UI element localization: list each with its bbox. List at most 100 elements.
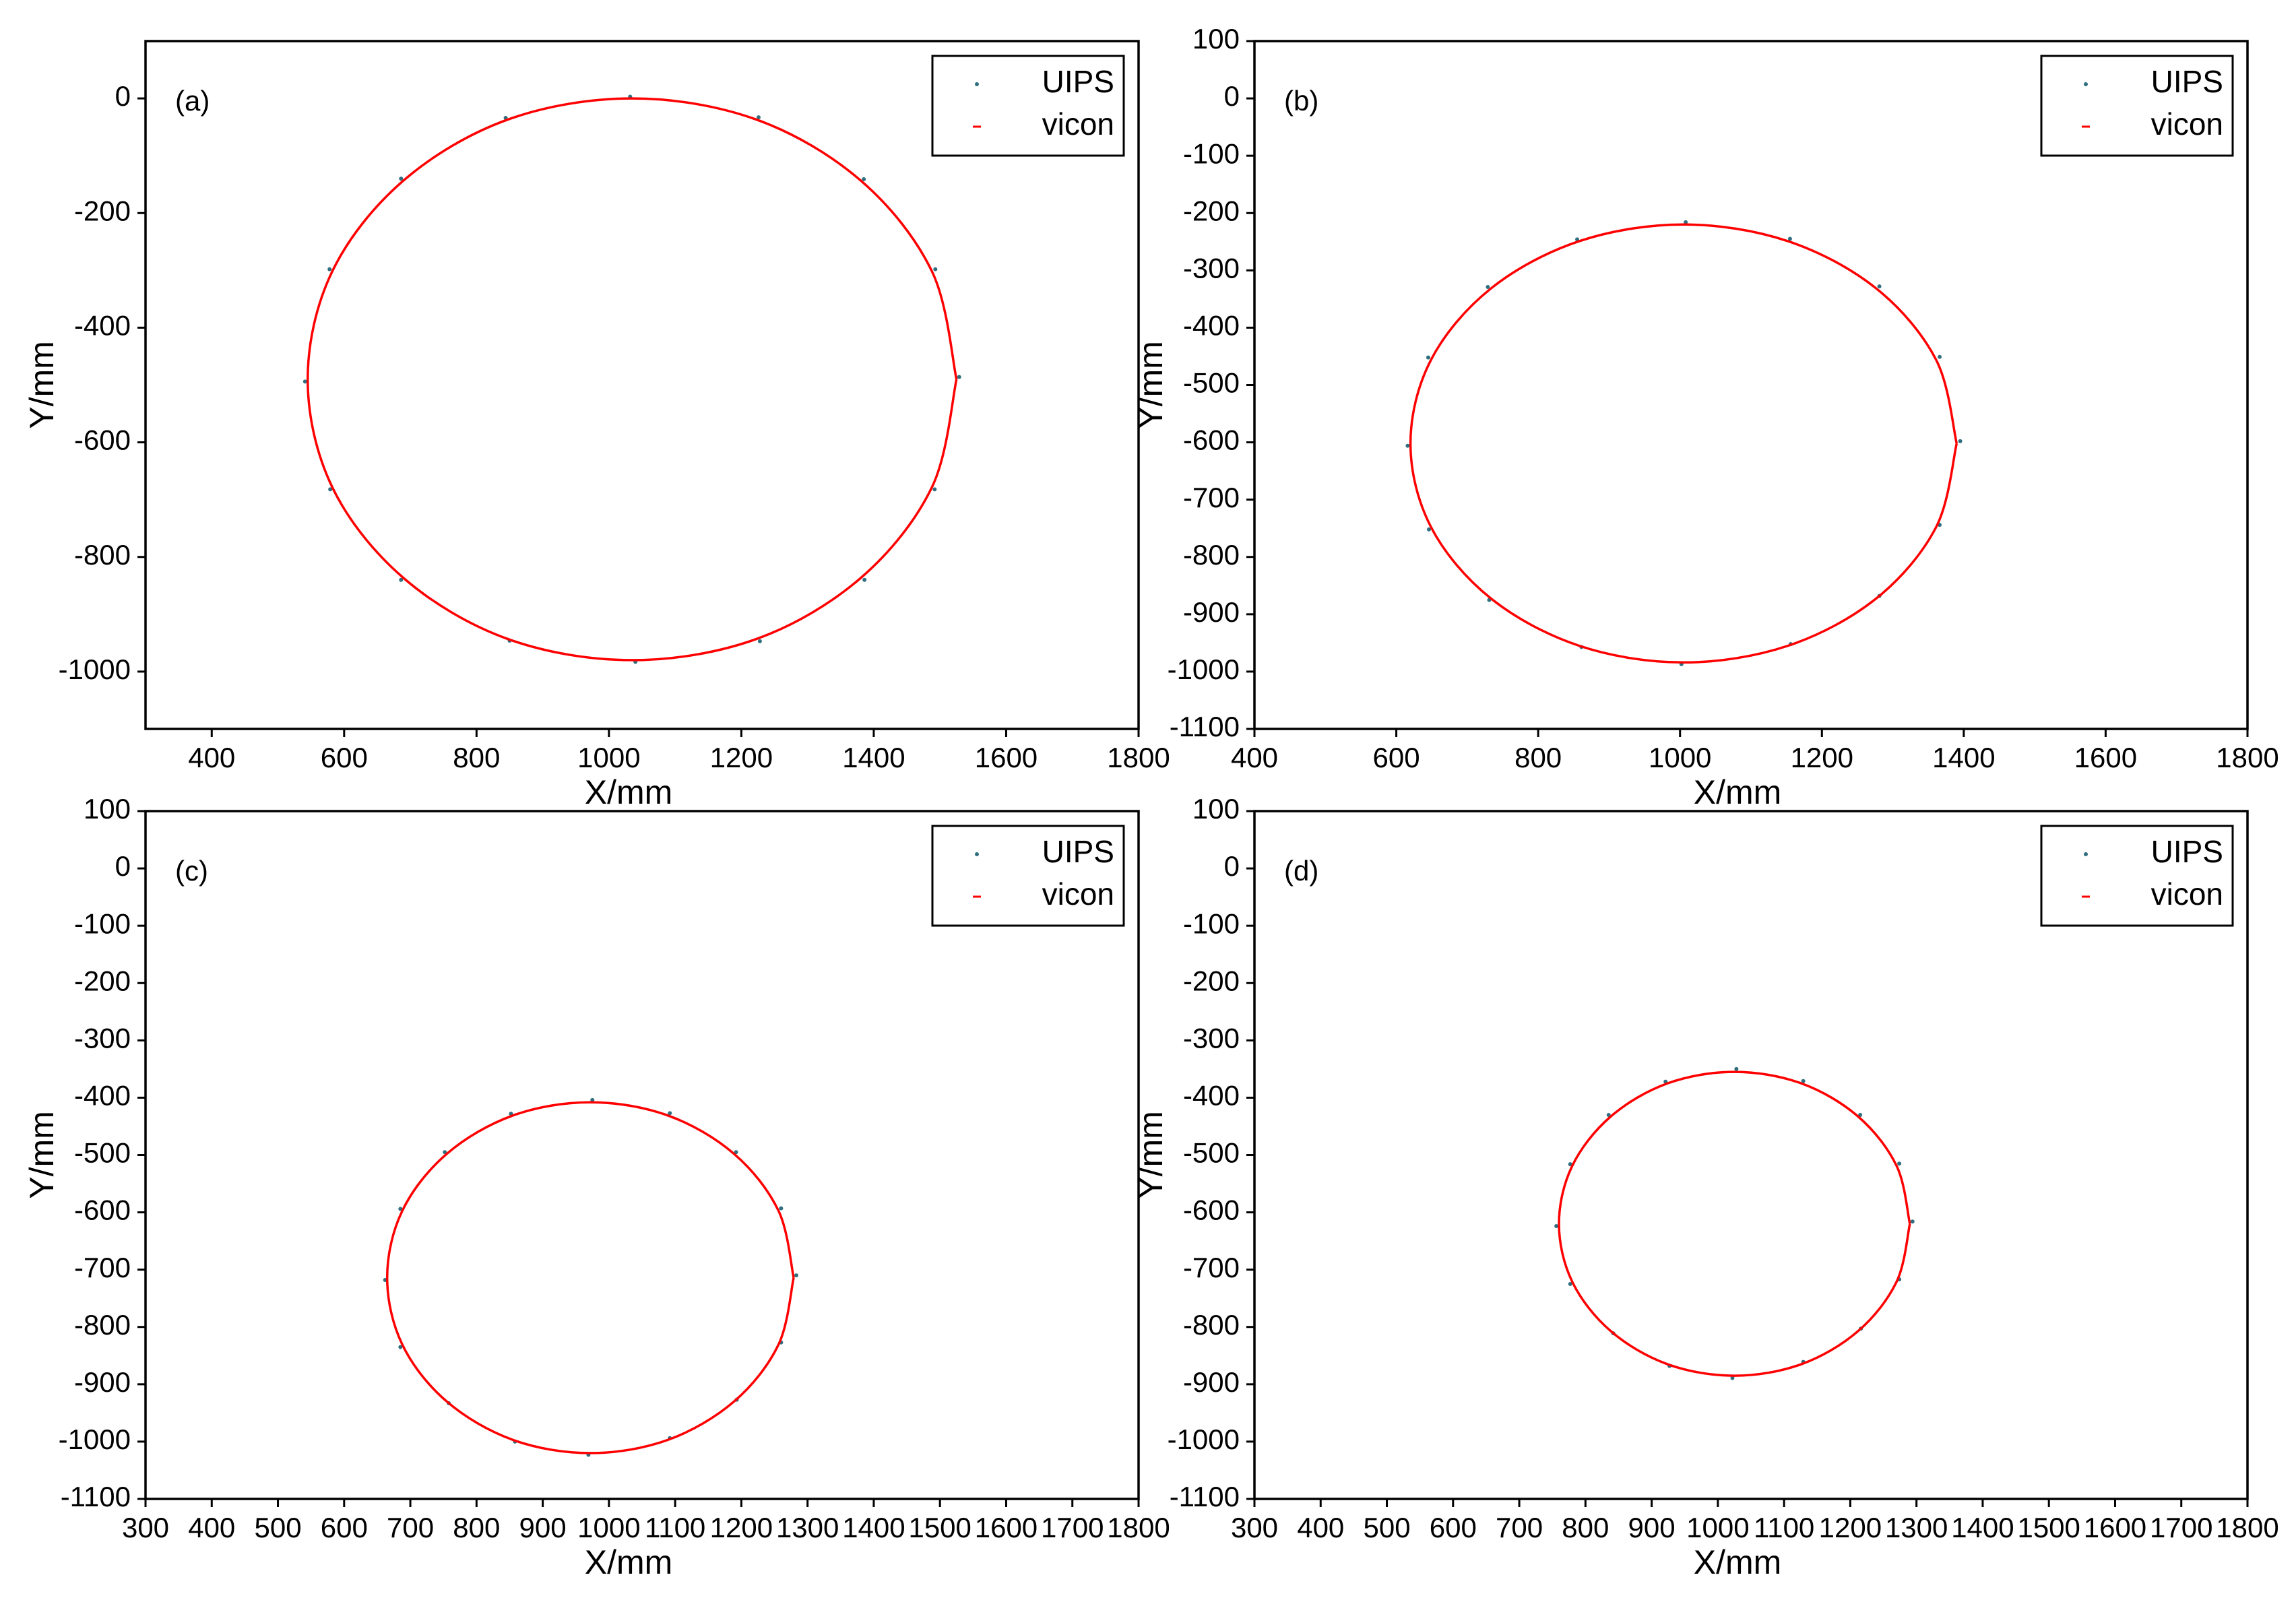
y-tick-label: -1000: [1168, 1423, 1240, 1455]
x-tick-label: 1600: [2074, 742, 2137, 773]
panel-label: (d): [1284, 855, 1318, 887]
y-tick-label: -400: [74, 1080, 131, 1112]
plot-frame: [1253, 40, 2249, 730]
y-tick-label: -300: [1183, 1022, 1240, 1054]
legend-label: vicon: [2151, 106, 2223, 141]
data-point: [668, 1111, 672, 1116]
legend-box: [931, 825, 1125, 927]
y-tick-label: -400: [74, 310, 131, 342]
y-tick-label: -100: [74, 907, 131, 939]
x-tick-label: 1800: [2216, 742, 2278, 773]
y-tick-label: -100: [1183, 137, 1240, 169]
x-tick-label: 400: [1231, 742, 1278, 773]
x-tick-label: 800: [1514, 742, 1562, 773]
y-tick-label: 100: [84, 793, 131, 825]
plot-frame: [144, 810, 1140, 1500]
y-axis-title: Y/mm: [1132, 341, 1170, 429]
x-tick-label: 1200: [710, 742, 773, 773]
y-tick-label: 100: [1192, 793, 1240, 825]
series-line: [1558, 1070, 1911, 1377]
y-tick-label: -800: [74, 1309, 131, 1341]
x-tick-label: 400: [1297, 1512, 1344, 1543]
x-tick-label: 1200: [1819, 1512, 1882, 1543]
y-tick-label: -600: [74, 424, 131, 456]
x-tick-label: 600: [1373, 742, 1420, 773]
y-tick-label: -300: [1183, 252, 1240, 284]
y-tick-label: -900: [74, 1366, 131, 1398]
series-line: [1409, 223, 1958, 664]
x-tick-label: 1000: [577, 1512, 640, 1543]
x-tick-label: 1200: [1791, 742, 1853, 773]
data-point: [398, 1345, 403, 1349]
data-point: [1684, 220, 1688, 224]
data-point: [957, 375, 961, 379]
data-point: [1568, 1162, 1572, 1167]
plot-frame: [1253, 810, 2249, 1500]
y-tick-label: 0: [1224, 80, 1240, 112]
data-point: [933, 267, 938, 271]
data-point: [1958, 439, 1963, 443]
y-tick-label: -700: [74, 1252, 131, 1283]
legend-box: [2040, 55, 2234, 157]
y-tick-label: -1100: [1170, 1481, 1240, 1512]
data-point: [399, 177, 404, 181]
chart-panel: 300 400 500 600 700 800 900 1000 1100 1200 1300 140…: [23, 793, 1170, 1581]
x-tick-label: 800: [453, 1512, 500, 1543]
x-tick-label: 1400: [1951, 1512, 2014, 1543]
data-point: [328, 487, 333, 492]
y-tick-label: -700: [1183, 1252, 1240, 1283]
y-tick-label: -800: [1183, 539, 1240, 571]
data-point: [862, 577, 867, 582]
x-tick-label: 800: [1562, 1512, 1609, 1543]
y-tick-label: -600: [1183, 1194, 1240, 1226]
series-line: [307, 97, 958, 662]
legend-label: vicon: [2151, 876, 2223, 911]
chart-panel: 300 400 500 600 700 800 900 1000 1100 1200 1300 140…: [1132, 793, 2279, 1581]
y-tick-label: -300: [74, 1022, 131, 1054]
x-tick-label: 1700: [2150, 1512, 2212, 1543]
y-tick-label: -200: [1183, 195, 1240, 226]
x-tick-label: 1500: [908, 1512, 971, 1543]
x-tick-label: 1300: [1885, 1512, 1948, 1543]
data-point: [757, 639, 762, 643]
y-tick-label: -900: [1183, 596, 1240, 628]
legend-label: vicon: [1042, 106, 1114, 141]
plot-area: [1405, 220, 1963, 666]
y-tick-label: -800: [74, 539, 131, 571]
chart-panel: 400 600 800 1000 1200 1400 1600 18001000-100-20…: [1132, 23, 2279, 811]
x-tick-label: 400: [188, 742, 235, 773]
x-tick-label: 1200: [710, 1512, 773, 1543]
y-tick-label: -500: [1183, 367, 1240, 399]
x-tick-label: 1100: [1754, 1512, 1814, 1543]
y-tick-label: 0: [115, 850, 131, 882]
data-point: [1801, 1079, 1806, 1083]
data-point: [1427, 527, 1432, 532]
x-tick-label: 1600: [2084, 1512, 2146, 1543]
x-tick-label: 1700: [1041, 1512, 1104, 1543]
x-tick-label: 900: [1628, 1512, 1676, 1543]
panel-label: (c): [175, 855, 208, 887]
series-line: [385, 1101, 795, 1454]
data-point: [1938, 354, 1942, 359]
x-tick-label: 800: [453, 742, 500, 773]
x-axis-title: X/mm: [585, 1543, 673, 1581]
x-axis-title: X/mm: [1694, 1543, 1782, 1581]
x-tick-label: 300: [1231, 1512, 1278, 1543]
x-tick-label: 1000: [577, 742, 640, 773]
x-tick-label: 700: [387, 1512, 434, 1543]
legend-label: UIPS: [1042, 64, 1114, 99]
legend-box: [931, 55, 1125, 157]
plot-area: [302, 94, 961, 664]
y-tick-label: -600: [1183, 424, 1240, 456]
panel-label: (b): [1284, 85, 1318, 117]
data-point: [794, 1273, 798, 1278]
x-tick-label: 1100: [645, 1512, 705, 1543]
data-point: [756, 115, 761, 120]
x-tick-label: 1800: [2216, 1512, 2278, 1543]
x-tick-label: 1400: [1932, 742, 1995, 773]
y-axis-title: Y/mm: [23, 1111, 61, 1199]
legend-marker: [975, 852, 979, 856]
y-tick-label: -500: [74, 1137, 131, 1169]
panel-label: (a): [175, 85, 210, 117]
